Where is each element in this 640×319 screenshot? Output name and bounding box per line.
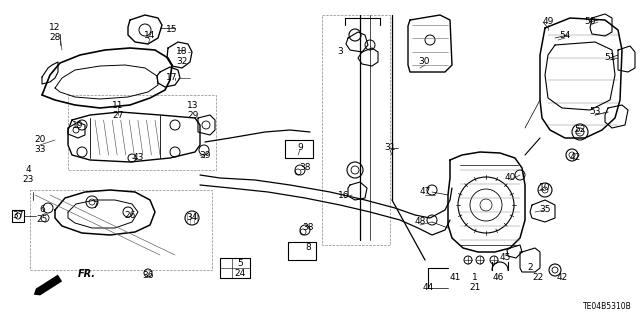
Text: 28: 28: [49, 33, 61, 42]
Text: 3: 3: [337, 48, 343, 56]
Text: 31: 31: [384, 144, 396, 152]
Text: 2: 2: [527, 263, 533, 272]
Text: 43: 43: [132, 153, 144, 162]
Text: 4: 4: [25, 166, 31, 174]
FancyArrow shape: [34, 275, 62, 295]
Text: 30: 30: [419, 57, 429, 66]
Text: 34: 34: [186, 213, 198, 222]
Text: 53: 53: [589, 108, 601, 116]
Text: 6: 6: [39, 205, 45, 214]
Text: 26: 26: [124, 211, 136, 219]
Text: 15: 15: [166, 26, 178, 34]
Text: 11: 11: [112, 100, 124, 109]
Text: 13: 13: [188, 100, 199, 109]
Text: 21: 21: [469, 284, 481, 293]
Text: FR.: FR.: [78, 269, 96, 279]
Text: 24: 24: [234, 269, 246, 278]
Text: 48: 48: [414, 218, 426, 226]
Text: 18: 18: [176, 48, 188, 56]
Text: 41: 41: [449, 273, 461, 283]
Text: 23: 23: [22, 175, 34, 184]
Text: 9: 9: [297, 144, 303, 152]
Text: 37: 37: [12, 211, 24, 220]
Text: 14: 14: [144, 31, 156, 40]
Bar: [288, 242, 316, 260]
Text: 27: 27: [112, 110, 124, 120]
Text: 38: 38: [302, 224, 314, 233]
Bar: [220, 258, 250, 278]
Text: 46: 46: [492, 273, 504, 283]
Text: 52: 52: [574, 125, 586, 135]
Text: 36: 36: [142, 271, 154, 280]
Text: 54: 54: [559, 31, 571, 40]
Text: 49: 49: [542, 18, 554, 26]
Text: 35: 35: [540, 205, 551, 214]
Text: 29: 29: [188, 110, 198, 120]
Text: 10: 10: [540, 183, 551, 192]
Text: 25: 25: [36, 216, 48, 225]
Bar: [12, 210, 24, 222]
Bar: [285, 140, 313, 158]
Text: 40: 40: [504, 174, 516, 182]
Text: 42: 42: [570, 153, 580, 162]
Text: 32: 32: [176, 57, 188, 66]
Text: 47: 47: [419, 188, 431, 197]
Text: 42: 42: [556, 273, 568, 283]
Text: 8: 8: [305, 243, 311, 253]
Text: 38: 38: [300, 164, 311, 173]
Text: 45: 45: [499, 254, 511, 263]
Text: 33: 33: [35, 145, 45, 154]
Text: 12: 12: [49, 24, 61, 33]
Text: 50: 50: [584, 18, 596, 26]
Text: 17: 17: [166, 72, 178, 81]
Text: 16: 16: [339, 191, 349, 201]
Text: 1: 1: [472, 273, 478, 283]
Text: 19: 19: [72, 121, 84, 130]
Text: 7: 7: [92, 201, 98, 210]
Text: 22: 22: [532, 273, 543, 283]
Text: 20: 20: [35, 136, 45, 145]
Text: 44: 44: [422, 284, 434, 293]
Text: TE04B5310B: TE04B5310B: [583, 302, 632, 311]
Text: 51: 51: [604, 54, 616, 63]
Text: 39: 39: [199, 151, 211, 160]
Text: 5: 5: [237, 258, 243, 268]
